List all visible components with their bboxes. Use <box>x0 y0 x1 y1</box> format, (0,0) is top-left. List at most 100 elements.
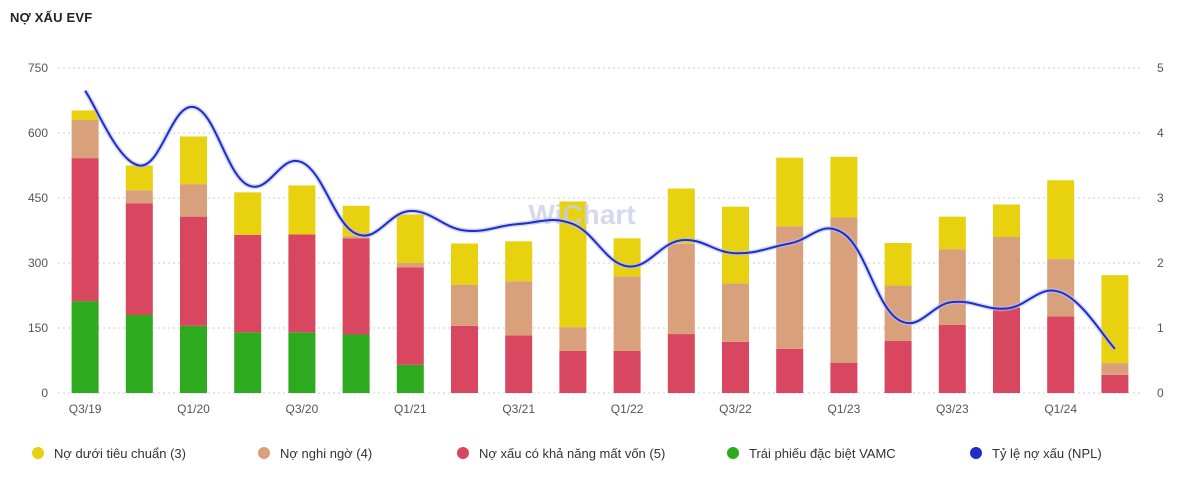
bar-segment <box>993 204 1020 237</box>
bar-segment <box>938 324 966 393</box>
npl-line-path <box>84 90 1116 350</box>
y-right-tick-label: 5 <box>1157 61 1164 75</box>
bar-segment <box>776 348 804 393</box>
bar-segment <box>884 243 912 286</box>
bar-segment <box>342 236 370 239</box>
bar-segment <box>993 307 1020 393</box>
bar-segment <box>125 315 153 393</box>
bar-segment <box>559 327 587 351</box>
legend-item-npl[interactable]: Tỷ lệ nợ xấu (NPL) <box>970 441 1102 465</box>
bar-segment <box>1101 363 1129 375</box>
legend-label: Nợ dưới tiêu chuẩn (3) <box>54 445 186 461</box>
bar-segment <box>667 188 695 244</box>
bar-segment <box>830 217 858 363</box>
bar-segment <box>180 184 207 217</box>
bar-segment <box>505 281 533 336</box>
legend-dot-icon <box>258 447 270 459</box>
bar-segment <box>830 156 858 218</box>
bar-segment <box>505 241 533 282</box>
bar-segment <box>342 334 370 393</box>
bar-segment <box>234 192 262 235</box>
bar-segment <box>667 243 695 335</box>
bar-segment <box>125 203 153 315</box>
bar-segment <box>1101 374 1129 393</box>
npl-line <box>83 89 1117 351</box>
y-right-tick-label: 2 <box>1157 256 1164 270</box>
bar-segment <box>396 214 424 263</box>
bar-segment <box>1101 275 1129 364</box>
bar-segment <box>180 136 207 185</box>
bar-segment <box>396 364 424 393</box>
bar-segment <box>288 332 316 393</box>
y-right-tick-label: 0 <box>1157 386 1164 400</box>
bar-segment <box>722 206 749 284</box>
legend-item-doubtful[interactable]: Nợ nghi ngờ (4) <box>258 441 372 465</box>
x-tick-label: Q3/22 <box>719 402 752 416</box>
x-tick-label: Q3/21 <box>502 402 535 416</box>
bar-segment <box>234 332 262 393</box>
bar-segment <box>180 325 207 393</box>
legend-label: Trái phiếu đặc biệt VAMC <box>749 445 896 461</box>
chart-title: NỢ XẤU EVF <box>10 10 93 25</box>
bar-segment <box>613 276 641 351</box>
bar-segment <box>938 216 966 250</box>
bar-segment <box>71 158 99 302</box>
bar-segment <box>125 190 153 204</box>
bar-segment <box>180 216 207 326</box>
bar-segment <box>993 237 1020 308</box>
bar-segment <box>234 234 262 333</box>
y-left-tick-label: 450 <box>28 191 48 205</box>
legend-label: Nợ nghi ngờ (4) <box>280 445 373 461</box>
x-tick-label: Q1/22 <box>611 402 644 416</box>
x-tick-label: Q1/21 <box>394 402 427 416</box>
x-tick-label: Q3/20 <box>286 402 319 416</box>
y-left-tick-label: 150 <box>28 321 48 335</box>
y-left-tick-label: 750 <box>28 61 48 75</box>
y-right-tick-label: 4 <box>1157 126 1164 140</box>
legend-dot-icon <box>970 447 982 459</box>
bar-segment <box>396 267 424 365</box>
legend-label: Tỷ lệ nợ xấu (NPL) <box>992 445 1102 461</box>
legend-label: Nợ xấu có khả năng mất vốn (5) <box>479 445 666 461</box>
gridlines <box>58 67 1142 394</box>
bar-segment <box>938 249 966 325</box>
bars <box>71 110 1129 393</box>
bar-segment <box>1047 180 1075 260</box>
bar-segment <box>1047 316 1075 393</box>
legend-dot-icon <box>727 447 739 459</box>
bar-segment <box>667 334 695 393</box>
bar-segment <box>396 263 424 268</box>
bar-segment <box>722 283 749 342</box>
watermark: WiChart <box>528 199 635 230</box>
bar-segment <box>830 362 858 393</box>
left-axis-ticks: 0 150 300 450 600 750 <box>28 61 48 400</box>
bar-segment <box>1047 259 1075 317</box>
right-axis-ticks: 0 1 2 3 4 5 <box>1157 61 1164 400</box>
legend-dot-icon <box>457 447 469 459</box>
legend-item-vamc[interactable]: Trái phiếu đặc biệt VAMC <box>727 441 896 465</box>
y-right-tick-label: 3 <box>1157 191 1164 205</box>
bar-segment <box>884 341 912 393</box>
bar-segment <box>342 238 370 335</box>
bar-segment <box>288 234 316 333</box>
x-tick-label: Q1/24 <box>1044 402 1077 416</box>
bar-segment <box>776 157 804 227</box>
bar-segment <box>71 301 99 393</box>
legend-dot-icon <box>32 447 44 459</box>
y-left-tick-label: 300 <box>28 256 48 270</box>
bar-segment <box>613 238 641 277</box>
x-tick-label: Q1/20 <box>177 402 210 416</box>
legend-item-substandard[interactable]: Nợ dưới tiêu chuẩn (3) <box>32 441 186 465</box>
bar-segment <box>559 350 587 393</box>
bar-segment <box>722 341 749 393</box>
bar-segment <box>125 165 153 191</box>
legend-item-loss[interactable]: Nợ xấu có khả năng mất vốn (5) <box>457 441 665 465</box>
bar-segment <box>451 325 478 393</box>
x-tick-label: Q1/23 <box>828 402 861 416</box>
bar-segment <box>613 350 641 393</box>
bar-segment <box>451 284 478 326</box>
bar-segment <box>451 243 478 285</box>
bar-segment <box>71 120 99 159</box>
bar-segment <box>71 110 99 120</box>
